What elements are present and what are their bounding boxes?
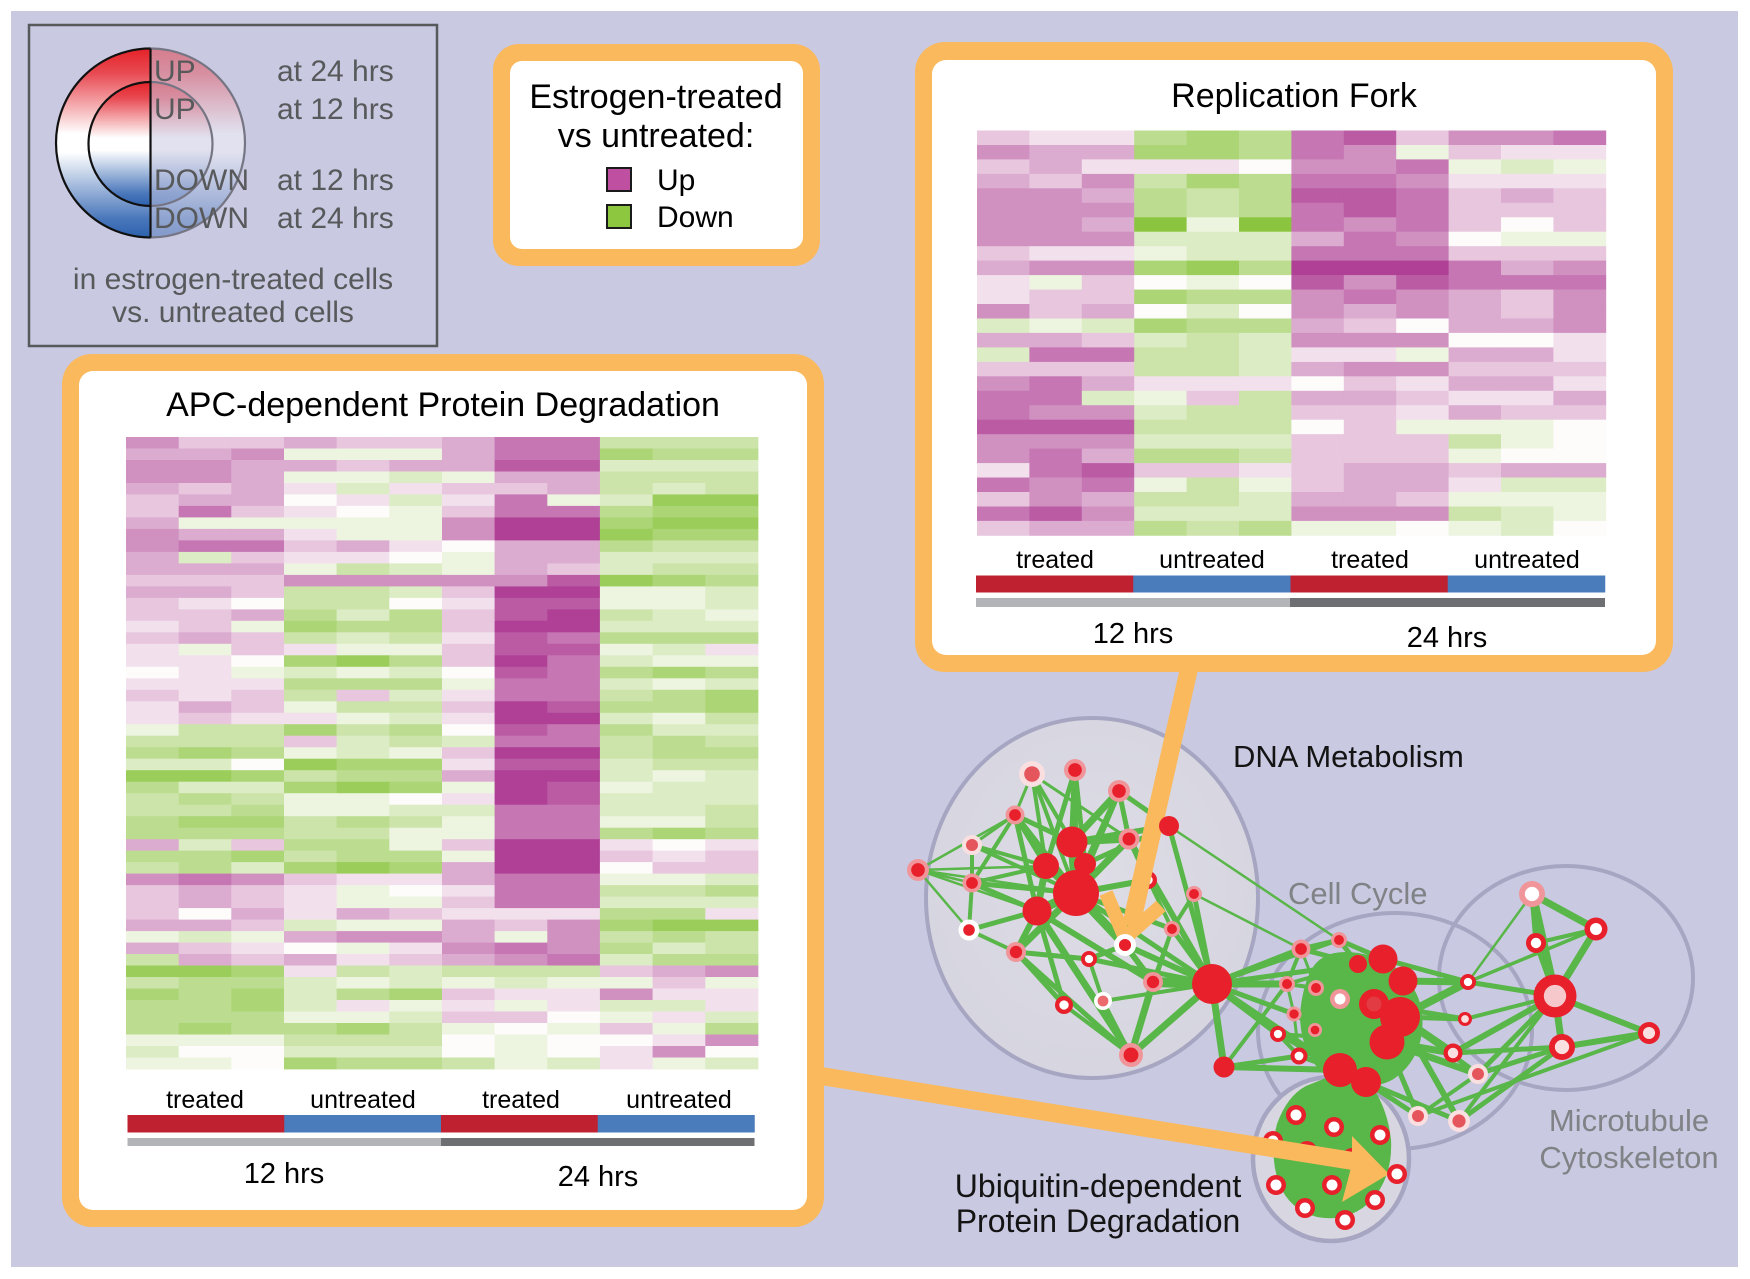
svg-text:at 24 hrs: at 24 hrs [277, 202, 394, 235]
svg-text:untreated: untreated [1159, 546, 1265, 574]
svg-text:Microtubule: Microtubule [1549, 1103, 1709, 1138]
svg-text:DNA Metabolism: DNA Metabolism [1233, 739, 1464, 774]
svg-text:12 hrs: 12 hrs [1093, 618, 1174, 650]
svg-text:APC-dependent Protein Degradat: APC-dependent Protein Degradation [166, 386, 720, 424]
svg-text:Cytoskeleton: Cytoskeleton [1539, 1140, 1718, 1175]
svg-text:untreated: untreated [1474, 546, 1580, 574]
svg-text:UP: UP [154, 93, 196, 126]
svg-text:Up: Up [657, 164, 695, 197]
svg-text:treated: treated [482, 1086, 560, 1114]
svg-text:vs. untreated cells: vs. untreated cells [112, 296, 354, 329]
svg-text:Ubiquitin-dependent: Ubiquitin-dependent [955, 1168, 1242, 1204]
svg-text:DOWN: DOWN [154, 164, 249, 197]
svg-text:12 hrs: 12 hrs [244, 1158, 325, 1190]
svg-text:Down: Down [657, 201, 734, 234]
svg-text:Protein Degradation: Protein Degradation [956, 1203, 1241, 1239]
svg-text:at 24 hrs: at 24 hrs [277, 55, 394, 88]
svg-text:24 hrs: 24 hrs [558, 1161, 639, 1193]
svg-text:treated: treated [1331, 546, 1409, 574]
svg-text:treated: treated [1016, 546, 1094, 574]
svg-text:24 hrs: 24 hrs [1407, 622, 1488, 654]
svg-text:Cell Cycle: Cell Cycle [1288, 876, 1428, 911]
svg-text:at 12 hrs: at 12 hrs [277, 164, 394, 197]
svg-text:UP: UP [154, 55, 196, 88]
svg-text:Estrogen-treated: Estrogen-treated [529, 78, 782, 116]
svg-text:treated: treated [166, 1086, 244, 1114]
svg-text:untreated: untreated [310, 1086, 416, 1114]
svg-text:in estrogen-treated cells: in estrogen-treated cells [73, 263, 393, 296]
svg-text:at 12 hrs: at 12 hrs [277, 93, 394, 126]
svg-text:Replication Fork: Replication Fork [1171, 77, 1418, 115]
svg-text:vs untreated:: vs untreated: [558, 117, 755, 155]
svg-text:DOWN: DOWN [154, 202, 249, 235]
svg-text:untreated: untreated [626, 1086, 732, 1114]
